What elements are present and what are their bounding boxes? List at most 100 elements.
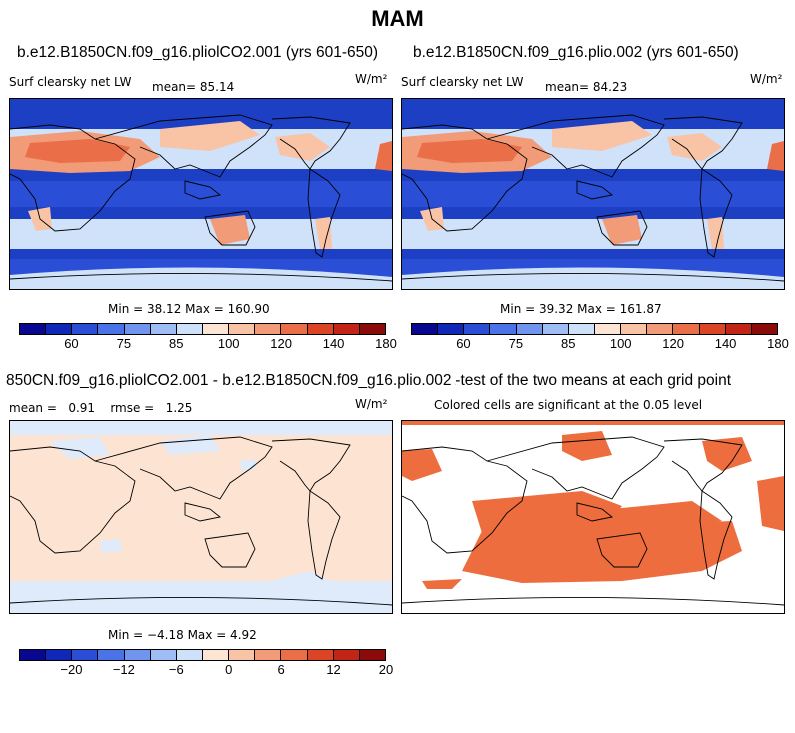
patch-3 xyxy=(240,459,256,471)
colorbar-swatch xyxy=(72,650,99,660)
colorbar-swatch xyxy=(725,324,752,334)
bottom-right-title-clip: t-test of the two means at each grid poi… xyxy=(455,372,795,394)
colorbar-swatch xyxy=(98,324,125,334)
sig-sw xyxy=(422,579,462,589)
antarctica-field xyxy=(402,267,784,289)
colorbar-tick-label: 120 xyxy=(662,336,684,351)
patch-4 xyxy=(270,571,330,591)
sig-top xyxy=(402,421,784,425)
colorbar-swatch xyxy=(568,324,595,334)
south-midlat xyxy=(10,219,392,249)
top-right-colorbar xyxy=(411,323,778,335)
tropical-inner xyxy=(402,181,784,207)
colorbar-tick-label: 60 xyxy=(456,336,471,351)
asia-field xyxy=(160,121,260,151)
colorbar-tick-label: 140 xyxy=(322,336,345,351)
top-left-map-field xyxy=(10,99,392,289)
colorbar-swatch xyxy=(124,324,151,334)
arctic-band xyxy=(10,99,392,129)
colorbar-swatch xyxy=(490,324,517,334)
top-right-variable: Surf clearsky net LW xyxy=(401,75,524,89)
colorbar-swatch xyxy=(699,324,726,334)
colorbar-swatch xyxy=(255,650,282,660)
bottom-left-units: W/m² xyxy=(355,397,388,411)
colorbar-tick-label: 20 xyxy=(378,662,394,677)
samerica-field xyxy=(315,217,332,249)
coastlines xyxy=(402,114,784,282)
sig-asia xyxy=(562,431,612,461)
antarctica-field xyxy=(10,267,392,289)
top-left-mean: mean= 85.14 xyxy=(152,80,235,94)
samerica-field xyxy=(707,217,724,249)
south-midlat xyxy=(402,219,784,249)
southern-diff xyxy=(10,581,392,613)
colorbar-swatch xyxy=(359,324,385,334)
colorbar-swatch xyxy=(307,650,334,660)
top-left-variable: Surf clearsky net LW xyxy=(9,75,132,89)
australia-field xyxy=(210,215,250,245)
bottom-right-map-field xyxy=(402,421,784,613)
sig-south xyxy=(462,521,742,583)
colorbar-swatch xyxy=(516,324,543,334)
colorbar-tick-label: 100 xyxy=(609,336,632,351)
arctic-band xyxy=(402,99,784,129)
colorbar-tick-label: −20 xyxy=(60,662,83,677)
bottom-left-minmax: Min = −4.18 Max = 4.92 xyxy=(108,628,257,642)
bottom-right-map xyxy=(401,420,785,614)
bottom-left-map xyxy=(9,420,393,614)
colorbar-tick-label: 120 xyxy=(270,336,292,351)
colorbar-swatch xyxy=(281,650,308,660)
colorbar-swatch xyxy=(176,650,203,660)
asia-field xyxy=(552,121,652,151)
bottom-left-map-field xyxy=(10,421,392,613)
coastlines xyxy=(402,436,784,606)
colorbar-tick-label: 100 xyxy=(217,336,240,351)
colorbar-tick-label: 85 xyxy=(561,336,576,351)
patch-5 xyxy=(100,539,122,553)
colorbar-swatch xyxy=(542,324,569,334)
colorbar-swatch xyxy=(72,324,99,334)
colorbar-swatch xyxy=(594,324,622,334)
colorbar-swatch xyxy=(281,324,308,334)
colorbar-swatch xyxy=(647,324,674,334)
top-right-case-title: b.e12.B1850CN.f09_g16.plio.002 (yrs 601-… xyxy=(413,44,739,61)
top-left-colorbar xyxy=(19,323,386,335)
top-right-units: W/m² xyxy=(750,72,783,86)
colorbar-tick-label: 75 xyxy=(116,336,132,351)
top-right-map xyxy=(401,98,785,290)
top-left-case-title: b.e12.B1850CN.f09_g16.pliolCO2.001 (yrs … xyxy=(17,44,379,61)
colorbar-swatch xyxy=(333,650,360,660)
colorbar-swatch xyxy=(333,324,360,334)
top-right-map-field xyxy=(402,99,784,289)
top-left-minmax: Min = 38.12 Max = 160.90 xyxy=(108,302,270,316)
bottom-right-subtitle: Colored cells are significant at the 0.0… xyxy=(434,398,703,412)
colorbar-swatch xyxy=(464,324,491,334)
colorbar-tick-label: 85 xyxy=(169,336,184,351)
colorbar-swatch xyxy=(412,324,439,334)
colorbar-swatch xyxy=(438,324,465,334)
colorbar-tick-label: −6 xyxy=(168,662,184,677)
colorbar-swatch xyxy=(621,324,648,334)
sahara-wrap xyxy=(375,141,392,171)
bottom-left-stats: mean = 0.91 rmse = 1.25 xyxy=(9,401,193,415)
top-left-units: W/m² xyxy=(355,72,388,86)
colorbar-swatch xyxy=(176,324,203,334)
colorbar-swatch xyxy=(202,650,230,660)
colorbar-tick-label: 0 xyxy=(225,662,233,677)
bottom-left-case-title: 850CN.f09_g16.pliolCO2.001 - b.e12.B1850… xyxy=(6,372,452,389)
patch-1 xyxy=(50,437,110,459)
sig-namerica xyxy=(702,437,752,471)
top-right-mean: mean= 84.23 xyxy=(545,80,628,94)
colorbar-tick-label: 12 xyxy=(326,662,341,677)
sahara-core xyxy=(25,139,130,163)
tropical-inner xyxy=(10,181,392,207)
colorbar-tick-label: −12 xyxy=(112,662,135,677)
colorbar-swatch xyxy=(359,650,385,660)
bottom-left-title-clip: 850CN.f09_g16.pliolCO2.001 - b.e12.B1850… xyxy=(0,372,455,394)
colorbar-swatch xyxy=(307,324,334,334)
colorbar-tick-label: 60 xyxy=(64,336,79,351)
colorbar-tick-label: 75 xyxy=(508,336,524,351)
top-right-minmax: Min = 39.32 Max = 161.87 xyxy=(500,302,662,316)
namerica-field xyxy=(275,133,330,161)
bottom-right-case-title: t-test of the two means at each grid poi… xyxy=(455,372,732,389)
